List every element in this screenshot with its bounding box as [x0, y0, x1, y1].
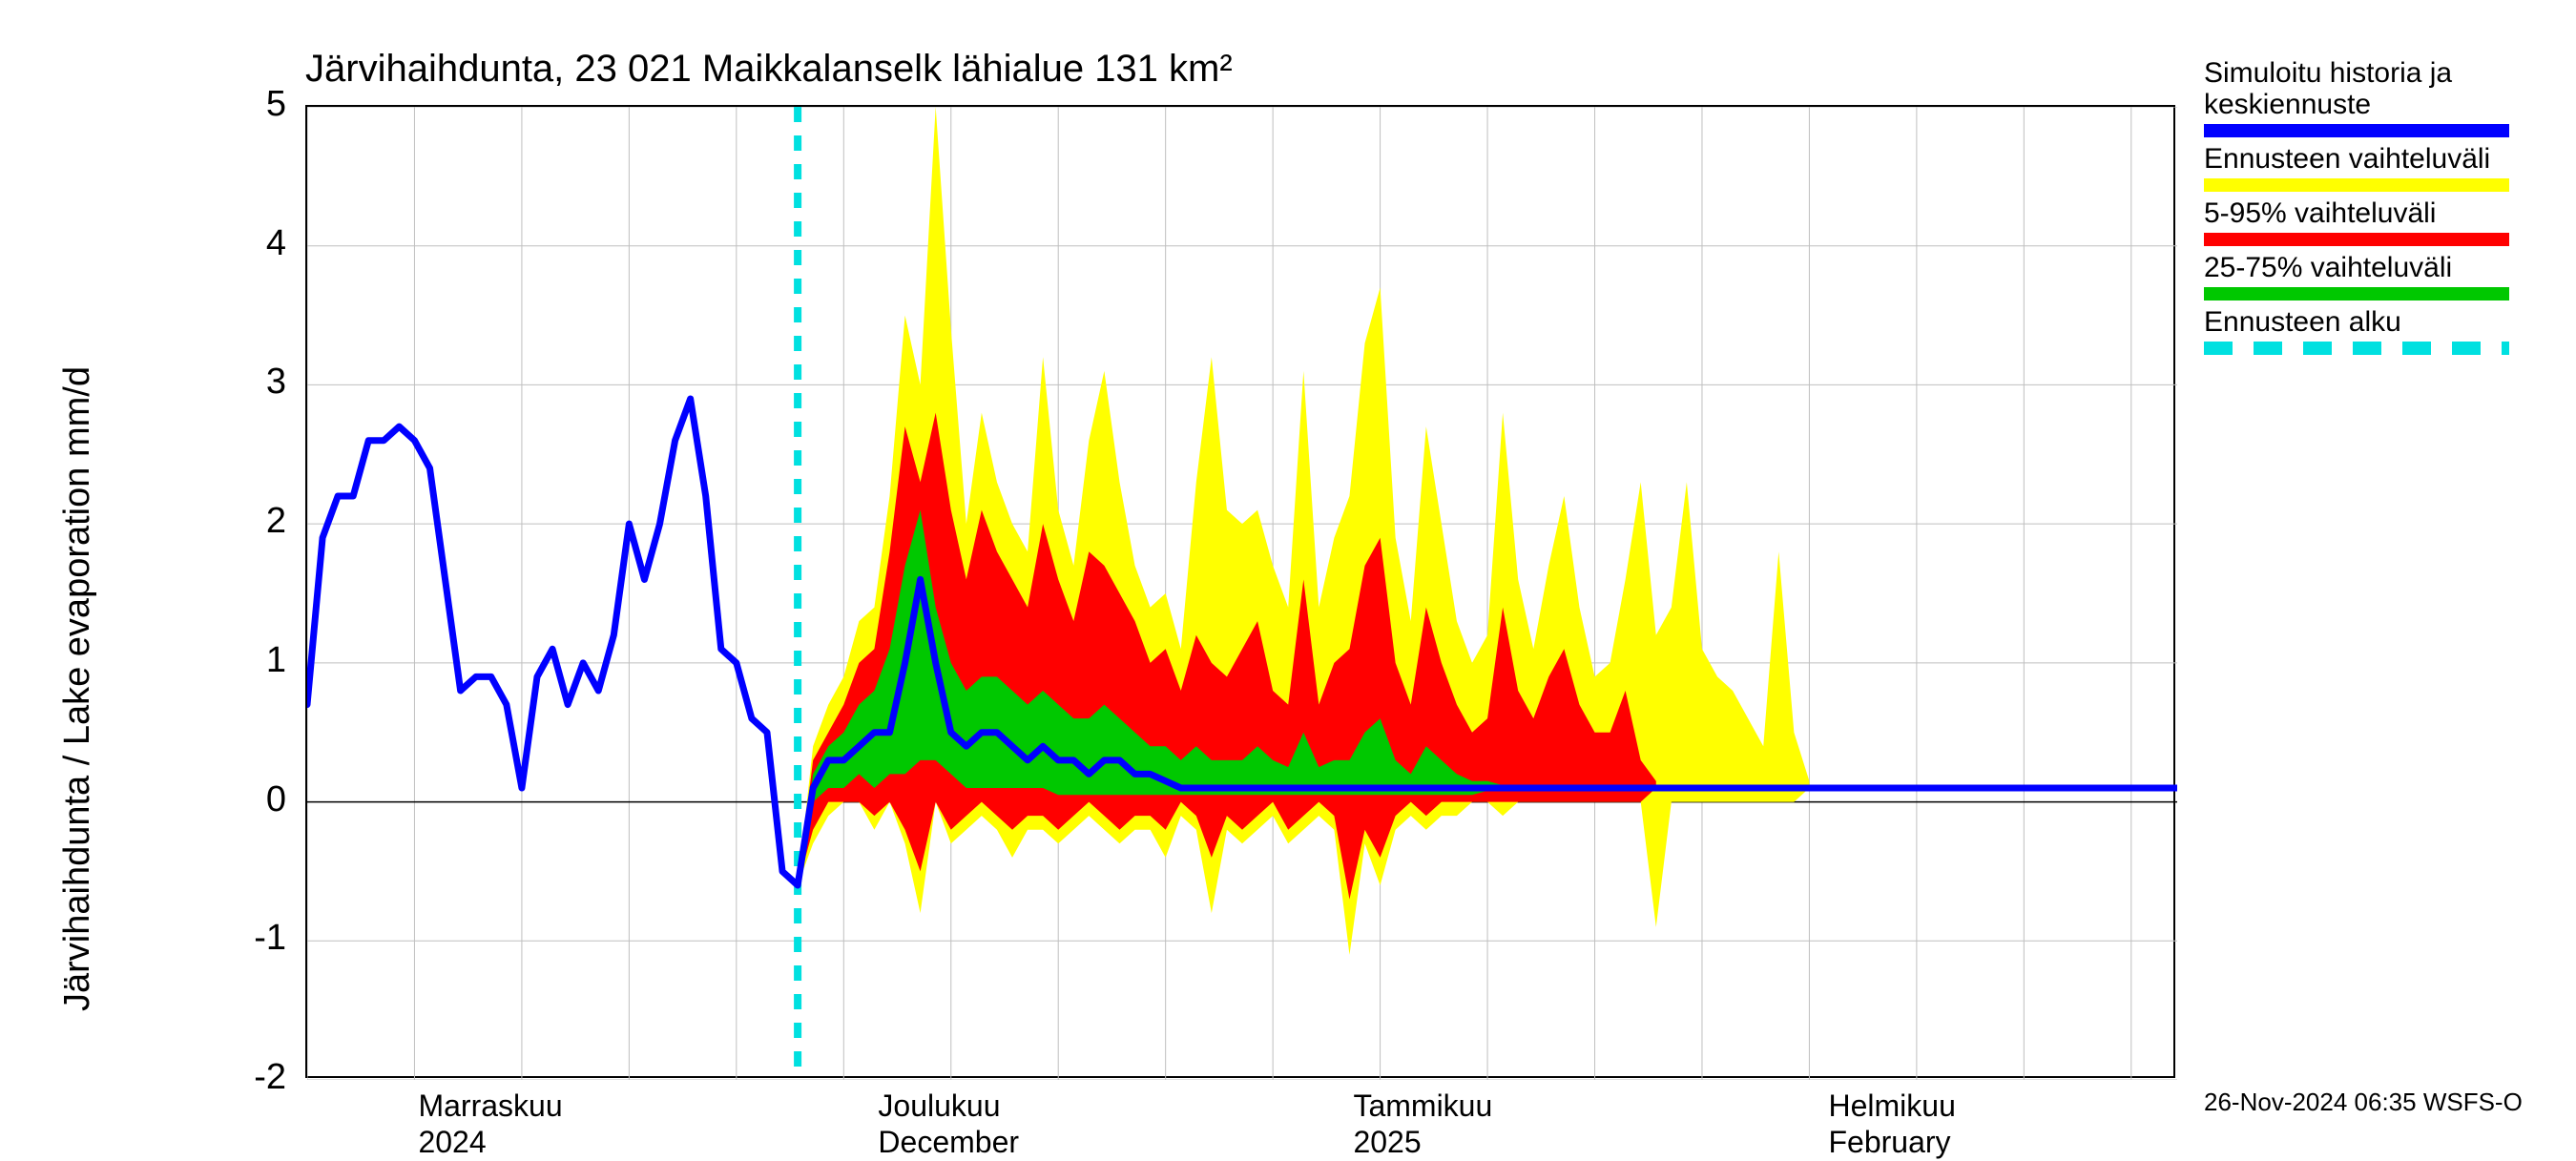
legend-item-label: 25-75% vaihteluväli — [2204, 252, 2547, 283]
timestamp-label: 26-Nov-2024 06:35 WSFS-O — [2204, 1088, 2523, 1117]
legend: Simuloitu historia ja keskiennuste Ennust… — [2204, 57, 2547, 361]
legend-item-label: 5-95% vaihteluväli — [2204, 197, 2547, 229]
x-month-label: Tammikuu2025 — [1353, 1088, 1492, 1161]
legend-color-bar — [2204, 124, 2509, 137]
chart-title: Järvihaihdunta, 23 021 Maikkalanselk läh… — [305, 48, 1233, 91]
y-tick-label: 4 — [219, 223, 286, 264]
legend-item: Ennusteen alku — [2204, 306, 2547, 355]
legend-item: 25-75% vaihteluväli — [2204, 252, 2547, 301]
x-month-label: HelmikuuFebruary — [1828, 1088, 1955, 1161]
x-month-label: JoulukuuDecember — [878, 1088, 1019, 1161]
y-tick-label: 5 — [219, 84, 286, 125]
legend-color-bar — [2204, 178, 2509, 192]
legend-item: Simuloitu historia ja keskiennuste — [2204, 57, 2547, 137]
figure-container: Järvihaihdunta, 23 021 Maikkalanselk läh… — [0, 0, 2576, 1145]
plot-svg — [307, 107, 2177, 1080]
y-tick-label: -1 — [219, 918, 286, 959]
legend-item-label: Simuloitu historia ja keskiennuste — [2204, 57, 2547, 120]
y-tick-label: -2 — [219, 1057, 286, 1098]
legend-item-label: Ennusteen vaihteluväli — [2204, 143, 2547, 175]
legend-item: Ennusteen vaihteluväli — [2204, 143, 2547, 192]
legend-item: 5-95% vaihteluväli — [2204, 197, 2547, 246]
y-tick-label: 3 — [219, 362, 286, 403]
legend-color-bar — [2204, 287, 2509, 301]
legend-color-bar — [2204, 342, 2509, 355]
legend-item-label: Ennusteen alku — [2204, 306, 2547, 338]
y-tick-label: 1 — [219, 640, 286, 681]
x-month-label: Marraskuu2024 — [418, 1088, 562, 1161]
y-tick-label: 0 — [219, 779, 286, 820]
plot-area — [305, 105, 2175, 1078]
legend-color-bar — [2204, 233, 2509, 246]
y-tick-label: 2 — [219, 501, 286, 542]
y-axis-label: Järvihaihdunta / Lake evaporation mm/d — [57, 366, 98, 1011]
